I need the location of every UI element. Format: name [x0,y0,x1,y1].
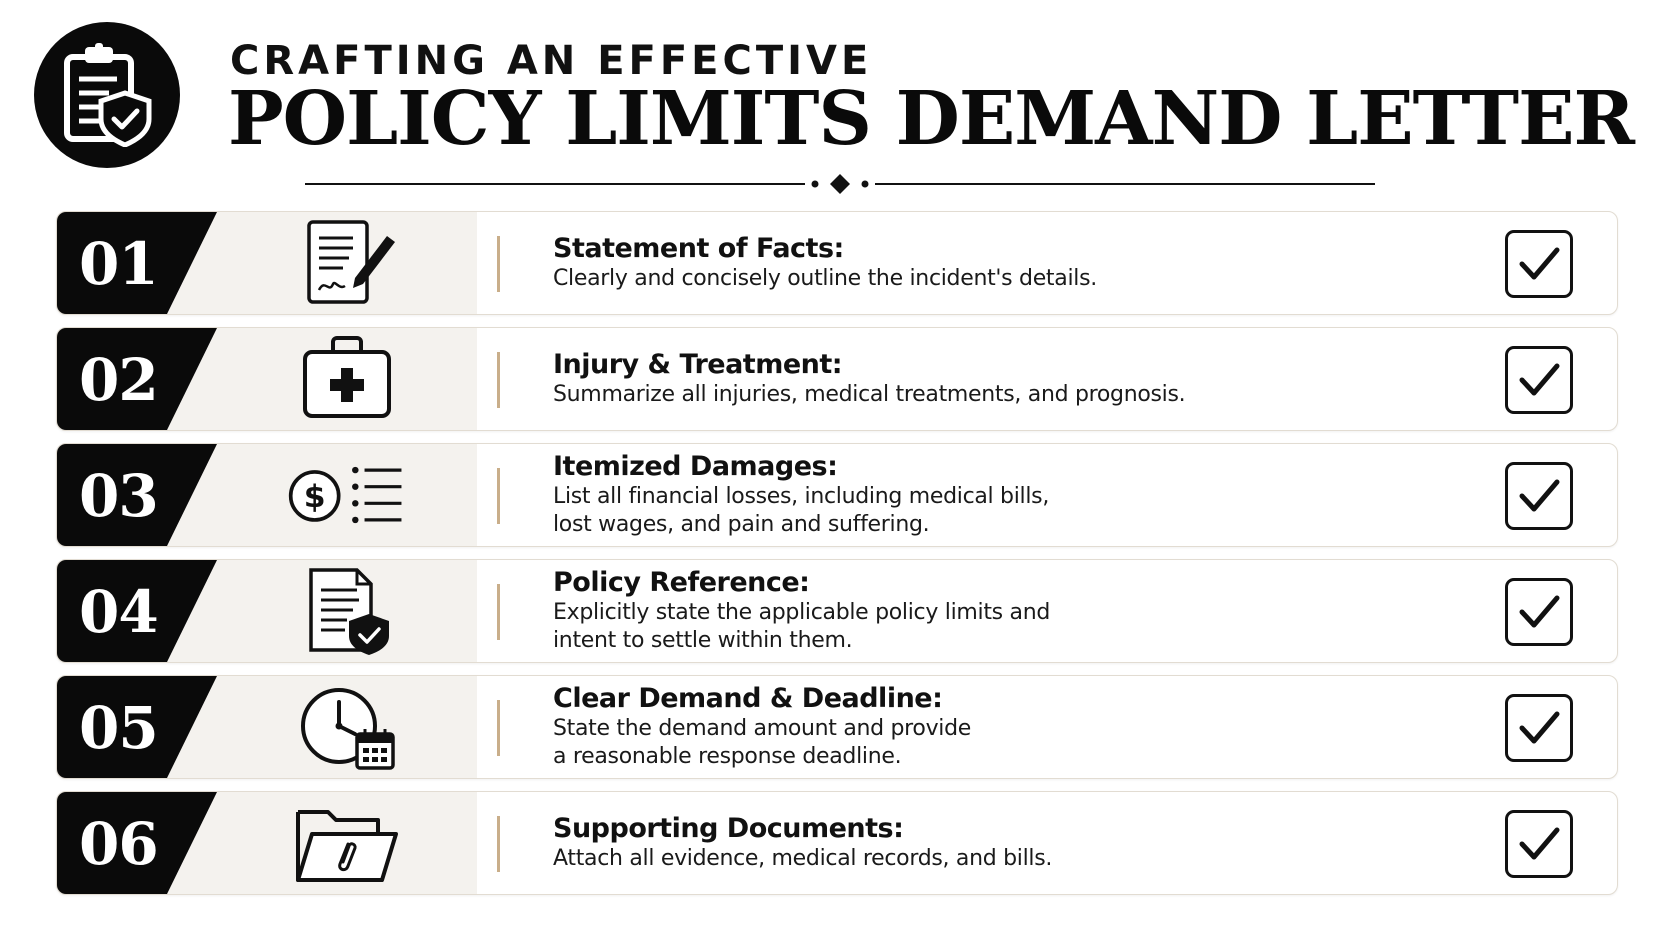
item-description: intent to settle within them. [553,628,853,653]
item-heading: Supporting Documents: [553,813,904,844]
list-item: 05 Clear Demand & Deadline: State the de… [56,675,1618,779]
checkbox[interactable] [1505,810,1573,878]
checkmark-icon [1519,363,1560,396]
document-pen-icon [287,218,407,308]
checkmark-icon [1519,595,1560,628]
document-shield-icon [287,566,407,656]
checkmark-icon [1519,479,1560,512]
svg-text:$: $ [304,479,326,515]
checkmark-icon [1519,711,1560,744]
item-heading: Statement of Facts: [553,233,844,264]
checkmark-icon [1519,247,1560,280]
list-item: 03 $ Itemized Damages: List all financia… [56,443,1618,547]
ornament-divider [305,174,1375,194]
dollar-list-icon: $ [287,450,407,540]
item-description: lost wages, and pain and suffering. [553,512,930,537]
clock-calendar-icon [287,682,407,772]
item-description: State the demand amount and provide [553,716,972,741]
medical-kit-icon [287,334,407,424]
checkmark-icon [1519,827,1560,860]
item-heading: Itemized Damages: [553,451,838,482]
list-item: 01 Statement of Facts: Clearly and conci… [56,211,1618,315]
item-number: 03 [79,462,159,530]
list-item: 06 Supporting Documents: Attach all evid… [56,791,1618,895]
checkbox[interactable] [1505,694,1573,762]
item-description: List all financial losses, including med… [553,484,1050,509]
item-heading: Injury & Treatment: [553,349,843,380]
item-number: 02 [79,346,159,414]
checkbox[interactable] [1505,462,1573,530]
item-description: Summarize all injuries, medical treatmen… [553,382,1186,407]
list-item: 04 Policy Reference: Explicitly state th… [56,559,1618,663]
folder-paperclip-icon [287,798,407,888]
item-description: Attach all evidence, medical records, an… [553,846,1053,871]
item-description: Explicitly state the applicable policy l… [553,600,1051,625]
item-description: a reasonable response deadline. [553,744,902,769]
header-logo [34,22,180,168]
item-heading: Clear Demand & Deadline: [553,683,943,714]
item-description: Clearly and concisely outline the incide… [553,266,1097,291]
item-number: 01 [79,230,159,298]
item-heading: Policy Reference: [553,567,810,598]
checkbox[interactable] [1505,578,1573,646]
item-number: 04 [79,578,159,646]
subtitle: CRAFTING AN EFFECTIVE [230,38,873,84]
clipboard-shield-icon [64,43,152,147]
page-title: POLICY LIMITS DEMAND LETTER [228,76,1635,162]
checklist: 01 Statement of Facts: Clearly and conci… [56,211,1618,907]
checkbox[interactable] [1505,230,1573,298]
item-number: 06 [79,810,159,878]
list-item: 02 Injury & Treatment: Summarize all inj… [56,327,1618,431]
checkbox[interactable] [1505,346,1573,414]
item-number: 05 [79,694,159,762]
